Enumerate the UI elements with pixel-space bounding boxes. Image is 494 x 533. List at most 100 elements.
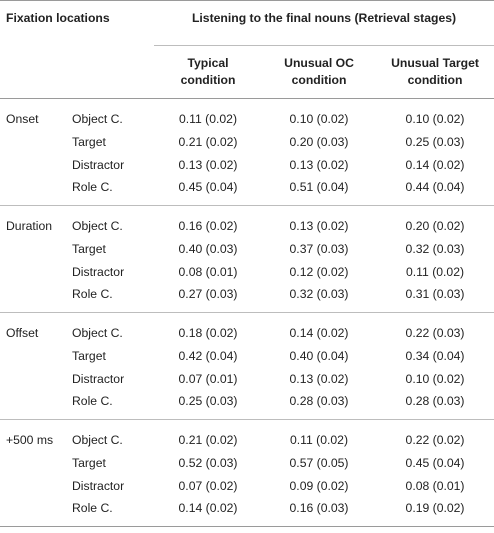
value-cell: 0.51 (0.04) xyxy=(289,180,349,194)
table-row: Role C. 0.27 (0.03) 0.32 (0.03) 0.31 (0.03) xyxy=(0,284,494,313)
value-cell: 0.52 (0.03) xyxy=(178,455,238,470)
location-cell: Role C. xyxy=(72,394,113,408)
location-cell: Role C. xyxy=(72,180,113,194)
value-cell: 0.09 (0.02) xyxy=(289,479,349,494)
location-cell: Object C. xyxy=(72,218,123,233)
stage-cell xyxy=(0,237,68,261)
value-cell: 0.42 (0.04) xyxy=(178,348,238,363)
value-cell: 0.28 (0.03) xyxy=(405,394,465,408)
location-cell: Distractor xyxy=(72,372,125,387)
table-row: +500 ms Object C. 0.21 (0.02) 0.11 (0.02) 0.… xyxy=(0,420,494,452)
stage-cell: Duration xyxy=(6,218,53,233)
table-row: Onset Object C. 0.11 (0.02) 0.10 (0.02) 0.10… xyxy=(0,99,494,131)
location-cell: Distractor xyxy=(72,158,125,173)
table-row: Target 0.21 (0.02) 0.20 (0.03) 0.25 (0.03) xyxy=(0,130,494,154)
stage-cell xyxy=(0,391,68,420)
value-cell: 0.20 (0.03) xyxy=(289,134,349,149)
value-cell: 0.13 (0.02) xyxy=(289,218,349,233)
value-cell: 0.37 (0.03) xyxy=(289,241,349,256)
value-cell: 0.21 (0.02) xyxy=(178,134,238,149)
value-cell: 0.25 (0.03) xyxy=(405,134,465,149)
value-cell: 0.12 (0.02) xyxy=(289,265,349,280)
value-cell: 0.08 (0.01) xyxy=(178,265,238,280)
value-cell: 0.45 (0.04) xyxy=(178,180,238,194)
typical-condition-label: Typical condition xyxy=(180,56,236,87)
value-cell: 0.28 (0.03) xyxy=(289,394,349,408)
value-cell: 0.31 (0.03) xyxy=(405,287,465,301)
header-typical-condition: Typical condition xyxy=(154,45,263,99)
location-cell: Target xyxy=(72,134,106,149)
value-cell: 0.45 (0.04) xyxy=(405,455,465,470)
table-row: Distractor 0.07 (0.02) 0.09 (0.02) 0.08 (0.… xyxy=(0,475,494,499)
value-cell: 0.16 (0.02) xyxy=(178,218,238,233)
value-cell: 0.11 (0.02) xyxy=(289,432,349,447)
value-cell: 0.10 (0.02) xyxy=(289,111,349,126)
location-cell: Object C. xyxy=(72,325,123,340)
value-cell: 0.18 (0.02) xyxy=(178,325,238,340)
value-cell: 0.14 (0.02) xyxy=(289,325,349,340)
value-cell: 0.10 (0.02) xyxy=(405,111,465,126)
value-cell: 0.32 (0.03) xyxy=(289,287,349,301)
header-unusual-oc-condition: Unusual OC condition xyxy=(262,45,377,99)
table-row: Distractor 0.13 (0.02) 0.13 (0.02) 0.14 (0.… xyxy=(0,154,494,178)
value-cell: 0.07 (0.02) xyxy=(178,479,238,494)
value-cell: 0.57 (0.05) xyxy=(289,455,349,470)
value-cell: 0.08 (0.01) xyxy=(405,479,465,494)
table-row: Distractor 0.08 (0.01) 0.12 (0.02) 0.11 (0.… xyxy=(0,261,494,285)
location-cell: Distractor xyxy=(72,265,125,280)
value-cell: 0.13 (0.02) xyxy=(289,158,349,173)
value-cell: 0.27 (0.03) xyxy=(178,287,238,301)
stage-cell xyxy=(0,498,68,527)
stage-cell xyxy=(0,177,68,206)
location-cell: Role C. xyxy=(72,501,113,515)
table-row: Target 0.42 (0.04) 0.40 (0.04) 0.34 (0.04) xyxy=(0,344,494,368)
unusual-oc-condition-label: Unusual OC condition xyxy=(284,56,354,87)
stage-cell: Onset xyxy=(6,111,39,126)
value-cell: 0.40 (0.04) xyxy=(289,348,349,363)
header-row-conditions: Typical condition Unusual OC condition Unu… xyxy=(0,45,494,99)
table-row: Distractor 0.07 (0.01) 0.13 (0.02) 0.10 (0.… xyxy=(0,368,494,392)
table-row: Target 0.40 (0.03) 0.37 (0.03) 0.32 (0.03) xyxy=(0,237,494,261)
table-row: Role C. 0.14 (0.02) 0.16 (0.03) 0.19 (0.02) xyxy=(0,498,494,527)
value-cell: 0.21 (0.02) xyxy=(178,432,238,447)
value-cell: 0.22 (0.02) xyxy=(405,432,465,447)
header-unusual-target-condition: Unusual Target condition xyxy=(376,45,494,99)
value-cell: 0.25 (0.03) xyxy=(178,394,238,408)
value-cell: 0.19 (0.02) xyxy=(405,501,465,515)
table-row: Target 0.52 (0.03) 0.57 (0.05) 0.45 (0.04) xyxy=(0,451,494,475)
location-cell: Object C. xyxy=(72,432,123,447)
value-cell: 0.44 (0.04) xyxy=(405,180,465,194)
location-cell: Object C. xyxy=(72,111,123,126)
table-row: Offset Object C. 0.18 (0.02) 0.14 (0.02) 0.2… xyxy=(0,313,494,345)
header-fixation-locations: Fixation locations xyxy=(6,11,110,25)
table-row: Duration Object C. 0.16 (0.02) 0.13 (0.02) 0… xyxy=(0,206,494,238)
table-row: Role C. 0.45 (0.04) 0.51 (0.04) 0.44 (0.04) xyxy=(0,177,494,206)
stage-cell xyxy=(0,261,68,285)
value-cell: 0.22 (0.03) xyxy=(405,325,465,340)
value-cell: 0.16 (0.03) xyxy=(289,501,349,515)
value-cell: 0.07 (0.01) xyxy=(178,372,238,387)
value-cell: 0.11 (0.02) xyxy=(406,265,465,280)
unusual-target-condition-label: Unusual Target condition xyxy=(391,56,479,87)
stage-cell xyxy=(0,451,68,475)
value-cell: 0.11 (0.02) xyxy=(178,111,238,126)
stage-cell: Offset xyxy=(6,325,39,340)
header-row-top: Fixation locations Listening to the fina… xyxy=(0,0,494,46)
header-listening: Listening to the final nouns (Retrieval … xyxy=(191,11,457,25)
location-cell: Role C. xyxy=(72,287,113,301)
location-cell: Target xyxy=(72,455,106,470)
value-cell: 0.13 (0.02) xyxy=(289,372,349,387)
value-cell: 0.34 (0.04) xyxy=(405,348,465,363)
value-cell: 0.14 (0.02) xyxy=(178,501,238,515)
value-cell: 0.20 (0.02) xyxy=(405,218,465,233)
stage-cell xyxy=(0,344,68,368)
stage-cell xyxy=(0,368,68,392)
table-row: Role C. 0.25 (0.03) 0.28 (0.03) 0.28 (0.03) xyxy=(0,391,494,420)
stage-cell xyxy=(0,284,68,313)
value-cell: 0.10 (0.02) xyxy=(405,372,465,387)
location-cell: Target xyxy=(72,241,106,256)
value-cell: 0.13 (0.02) xyxy=(178,158,238,173)
table-body: Onset Object C. 0.11 (0.02) 0.10 (0.02) 0.10… xyxy=(0,99,494,527)
